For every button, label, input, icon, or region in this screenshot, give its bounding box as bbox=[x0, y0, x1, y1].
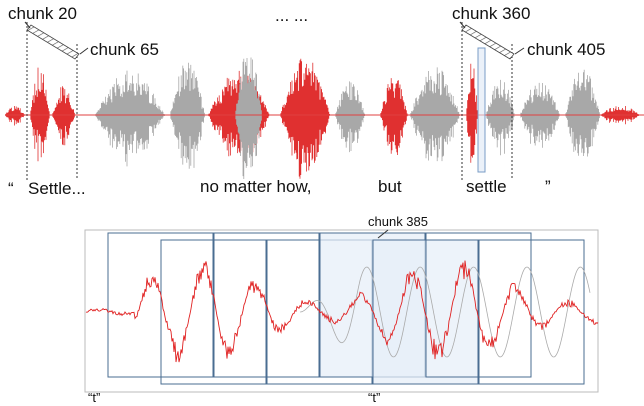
transcript: no matter how, bbox=[200, 177, 312, 196]
pointer bbox=[514, 47, 525, 55]
pointer bbox=[459, 21, 466, 29]
waveform-segment bbox=[30, 67, 50, 162]
waveform-segment bbox=[466, 63, 478, 163]
waveform-segment bbox=[380, 78, 408, 155]
label: “t” bbox=[88, 390, 100, 405]
speech-signal bbox=[85, 260, 599, 363]
waveform-segment bbox=[565, 69, 600, 157]
label: chunk 405 bbox=[527, 40, 605, 59]
waveform-segment bbox=[52, 86, 75, 146]
bottom-frame bbox=[84, 229, 599, 393]
top-waveform bbox=[5, 57, 640, 179]
waveform-segment bbox=[5, 106, 25, 126]
waveform-segment bbox=[95, 70, 165, 167]
transcript: ” bbox=[545, 177, 551, 196]
label: ... ... bbox=[275, 6, 308, 25]
waveform-segment bbox=[280, 58, 330, 179]
chunk-box bbox=[478, 239, 585, 385]
waveform-segment bbox=[410, 67, 460, 162]
transcript: settle bbox=[466, 177, 507, 196]
chunk-strip bbox=[461, 24, 515, 60]
transcript: Settle... bbox=[28, 179, 86, 198]
transcript: “ bbox=[8, 179, 14, 198]
label: chunk 65 bbox=[90, 40, 159, 59]
reference-signal bbox=[299, 266, 591, 358]
selected-chunk bbox=[477, 47, 486, 173]
pointer bbox=[377, 229, 389, 239]
label: “t” bbox=[368, 390, 380, 405]
bottom-waveform bbox=[85, 260, 599, 363]
label: chunk 20 bbox=[8, 4, 77, 23]
chunk-strip bbox=[26, 24, 80, 60]
transcript: but bbox=[378, 177, 402, 196]
pointer bbox=[79, 47, 89, 55]
chunk-boxes bbox=[107, 232, 585, 385]
waveform-segment bbox=[170, 62, 205, 169]
pointer bbox=[24, 21, 31, 29]
label: chunk 360 bbox=[452, 4, 530, 23]
waveform-segment bbox=[335, 81, 365, 153]
waveform-segment bbox=[486, 79, 516, 156]
label: chunk 385 bbox=[368, 214, 428, 229]
